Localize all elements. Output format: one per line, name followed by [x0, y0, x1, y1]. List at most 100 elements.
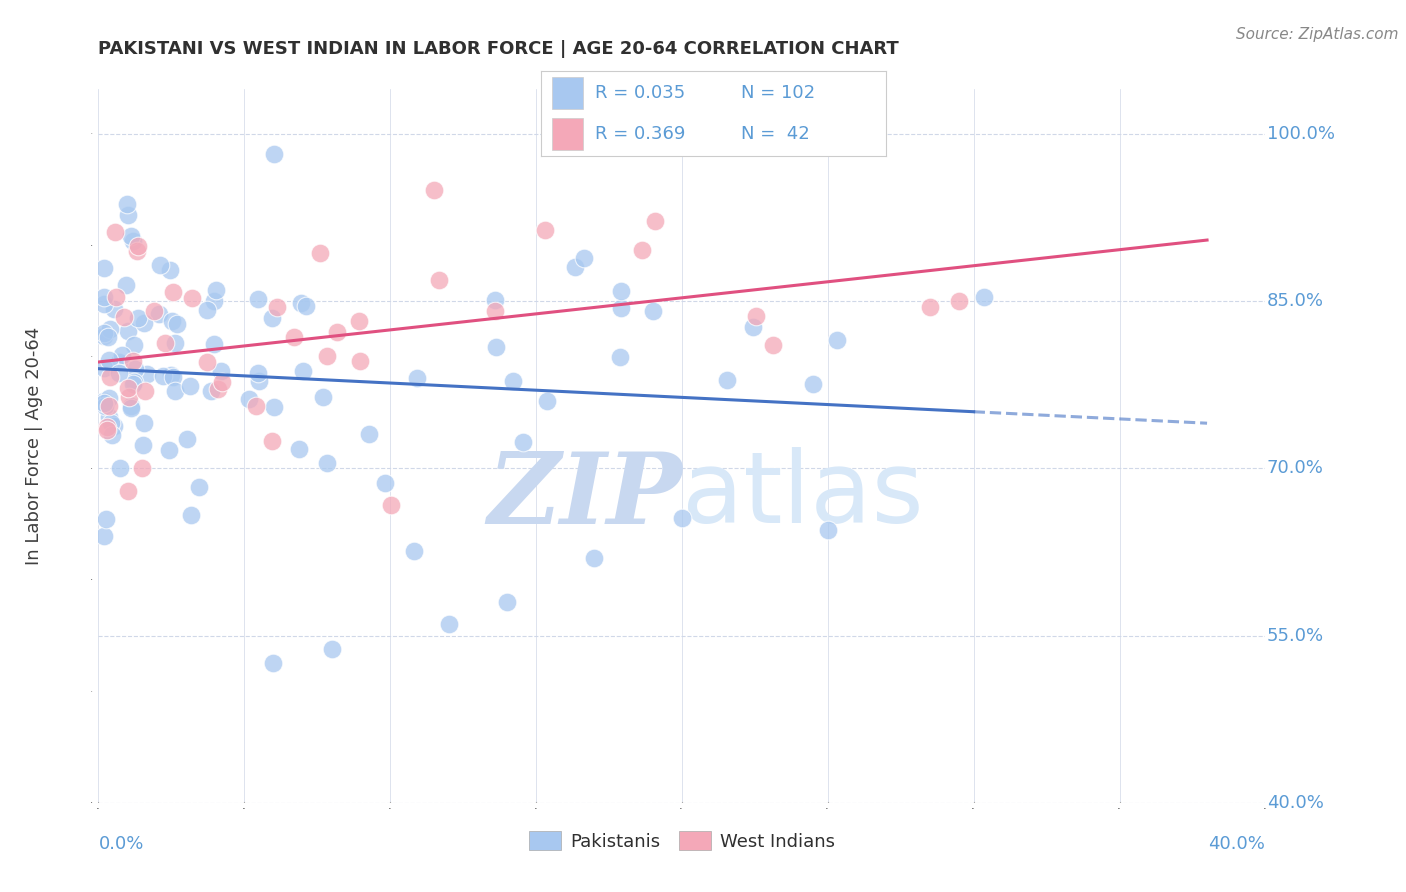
Point: [262, 434, 284, 449]
Point: [202, 336, 225, 351]
Point: [110, 461, 132, 475]
Point: [347, 314, 370, 328]
Point: [437, 617, 460, 632]
Point: [98, 370, 121, 384]
Point: [290, 296, 312, 310]
Point: [93, 395, 115, 409]
Point: [502, 374, 524, 388]
Point: [495, 595, 517, 609]
Point: [134, 384, 156, 399]
Point: [148, 307, 170, 321]
Point: [247, 292, 270, 306]
Point: [157, 443, 180, 458]
Point: [93, 297, 115, 311]
Point: [610, 301, 633, 315]
Point: [631, 243, 654, 257]
Point: [163, 336, 186, 351]
Point: [404, 543, 426, 558]
Point: [117, 208, 139, 222]
Point: [181, 292, 204, 306]
Point: [238, 392, 260, 406]
Point: [406, 370, 429, 384]
Point: [609, 350, 631, 364]
Point: [512, 435, 534, 450]
Point: [671, 511, 693, 525]
Point: [202, 293, 225, 308]
Text: Source: ZipAtlas.com: Source: ZipAtlas.com: [1236, 27, 1399, 42]
Point: [142, 304, 165, 318]
Point: [309, 246, 332, 260]
Point: [117, 381, 139, 395]
Point: [93, 260, 115, 275]
Point: [326, 325, 349, 339]
Point: [117, 483, 139, 498]
Point: [127, 239, 149, 253]
Text: 70.0%: 70.0%: [1267, 459, 1323, 477]
Point: [166, 317, 188, 331]
Point: [643, 304, 665, 318]
Point: [295, 299, 318, 313]
Point: [825, 334, 848, 348]
Point: [152, 368, 174, 383]
Point: [97, 410, 120, 425]
Point: [187, 480, 209, 494]
Point: [122, 338, 145, 352]
Point: [153, 335, 176, 350]
Text: PAKISTANI VS WEST INDIAN IN LABOR FORCE | AGE 20-64 CORRELATION CHART: PAKISTANI VS WEST INDIAN IN LABOR FORCE …: [98, 40, 900, 58]
Point: [98, 322, 121, 336]
Point: [96, 423, 118, 437]
Point: [357, 427, 380, 442]
Text: In Labor Force | Age 20-64: In Labor Force | Age 20-64: [25, 326, 44, 566]
Point: [97, 353, 120, 368]
Point: [180, 508, 202, 522]
Point: [132, 438, 155, 452]
Point: [98, 391, 121, 405]
Point: [572, 252, 595, 266]
Point: [211, 375, 233, 389]
Point: [108, 355, 131, 369]
Point: [262, 657, 284, 671]
Point: [97, 399, 120, 413]
Point: [205, 283, 228, 297]
Point: [93, 393, 115, 408]
Point: [195, 355, 218, 369]
Point: [287, 442, 309, 457]
Point: [349, 354, 371, 368]
Point: [266, 301, 288, 315]
Point: [136, 368, 159, 382]
Point: [96, 512, 118, 526]
Point: [817, 523, 839, 537]
Point: [644, 214, 666, 228]
Text: atlas: atlas: [682, 448, 924, 544]
FancyBboxPatch shape: [551, 78, 582, 110]
Text: N = 102: N = 102: [741, 84, 815, 102]
Text: 55.0%: 55.0%: [1267, 626, 1323, 645]
Point: [93, 329, 115, 343]
Point: [94, 399, 117, 413]
Point: [422, 183, 444, 197]
Point: [105, 290, 128, 304]
Point: [162, 285, 184, 299]
Point: [124, 362, 146, 376]
Point: [159, 368, 181, 382]
Point: [121, 234, 143, 248]
Point: [374, 476, 396, 491]
Point: [179, 379, 201, 393]
Point: [103, 302, 125, 317]
Point: [973, 290, 995, 304]
Point: [127, 310, 149, 325]
Legend: Pakistanis, West Indians: Pakistanis, West Indians: [522, 824, 842, 858]
Point: [247, 374, 270, 388]
Point: [564, 260, 586, 274]
Point: [120, 399, 142, 413]
Point: [132, 416, 155, 430]
Point: [745, 309, 768, 323]
Point: [117, 324, 139, 338]
Point: [716, 373, 738, 387]
Text: 40.0%: 40.0%: [1209, 835, 1265, 853]
Point: [742, 319, 765, 334]
Point: [484, 303, 506, 318]
Point: [149, 258, 172, 272]
Point: [122, 377, 145, 392]
Point: [200, 384, 222, 398]
